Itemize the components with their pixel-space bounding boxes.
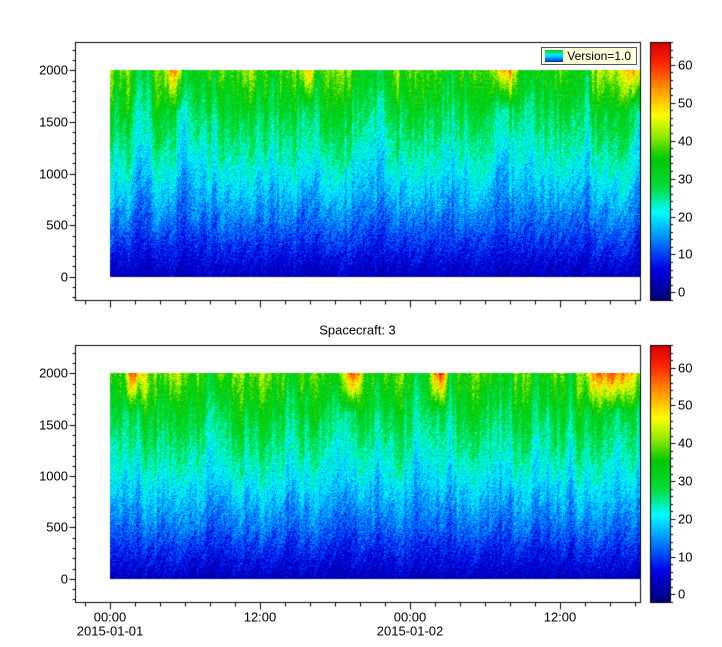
y-axis-tick-label: 0 — [60, 571, 68, 587]
colorbar-tick-label: 60 — [678, 57, 693, 73]
y-axis-tick-label: 2000 — [39, 62, 68, 78]
x-axis-time-label: 00:00 — [393, 609, 427, 625]
x-axis-time-label: 12:00 — [543, 609, 577, 625]
colorbar-tick-label: 20 — [678, 209, 693, 225]
colorbar-tick-label: 10 — [678, 549, 693, 565]
colorbar-tick-label: 50 — [678, 95, 693, 111]
x-axis-date-label: 2015-01-02 — [376, 623, 444, 639]
x-axis-date-label: 2015-01-01 — [76, 623, 144, 639]
colorbar-tick-label: 0 — [678, 284, 686, 300]
y-axis-tick-label: 1500 — [39, 417, 68, 433]
x-axis-time-label: 00:00 — [93, 609, 127, 625]
colorbar-tick-label: 0 — [678, 586, 686, 602]
colorbar-tick-label: 10 — [678, 246, 693, 262]
y-axis-tick-label: 1000 — [39, 468, 68, 484]
y-axis-tick-label: 1500 — [39, 114, 68, 130]
colorbar-tick-label: 20 — [678, 511, 693, 527]
colorbar-tick-label: 30 — [678, 473, 693, 489]
legend: Version=1.0 — [541, 47, 637, 65]
colorbar-tick-label: 60 — [678, 360, 693, 376]
y-axis-tick-label: 2000 — [39, 365, 68, 381]
y-axis-tick-label: 1000 — [39, 166, 68, 182]
spectrogram-thumbnail-icon — [545, 50, 564, 62]
colorbar-tick-label: 30 — [678, 171, 693, 187]
plot-title: Spacecraft: 3 — [319, 322, 396, 338]
y-axis-tick-label: 500 — [46, 519, 68, 535]
legend-label: Version=1.0 — [567, 49, 631, 63]
colorbar-tick-label: 40 — [678, 133, 693, 149]
y-axis-tick-label: 0 — [60, 269, 68, 285]
y-axis-tick-label: 500 — [46, 217, 68, 233]
x-axis-time-label: 12:00 — [243, 609, 277, 625]
colorbar-tick-label: 40 — [678, 435, 693, 451]
colorbar-tick-label: 50 — [678, 397, 693, 413]
